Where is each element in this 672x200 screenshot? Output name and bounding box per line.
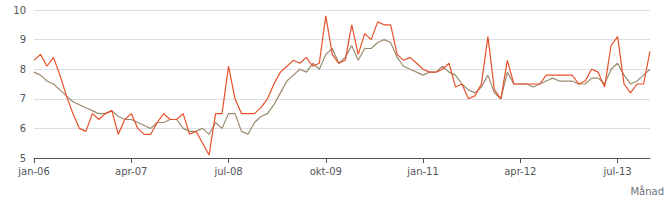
svg-text:10: 10 [13, 5, 26, 16]
svg-text:jul-08: jul-08 [213, 166, 242, 177]
svg-text:9: 9 [20, 34, 26, 45]
svg-text:Månad: Månad [630, 185, 664, 197]
svg-text:7: 7 [20, 93, 26, 104]
svg-text:jul-13: jul-13 [602, 166, 631, 177]
svg-text:jan-11: jan-11 [406, 166, 439, 177]
svg-text:jan-06: jan-06 [17, 166, 50, 177]
svg-text:5: 5 [20, 153, 26, 164]
svg-text:apr-12: apr-12 [504, 166, 536, 177]
svg-text:8: 8 [20, 64, 26, 75]
svg-text:okt-09: okt-09 [310, 166, 342, 177]
svg-text:apr-07: apr-07 [115, 166, 147, 177]
svg-text:6: 6 [20, 123, 26, 134]
